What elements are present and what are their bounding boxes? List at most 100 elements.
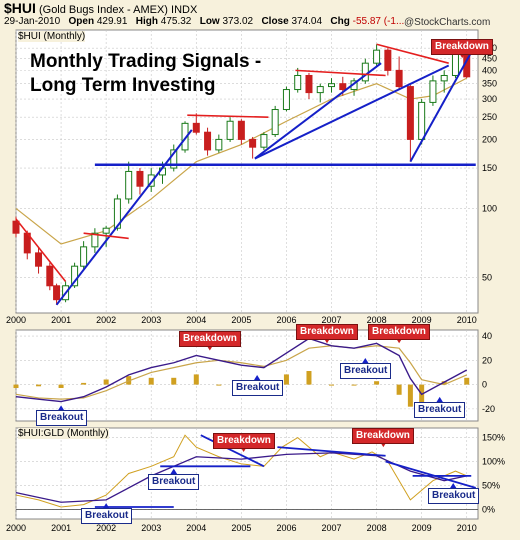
candle-body bbox=[418, 101, 426, 140]
x-tick-label: 2002 bbox=[96, 315, 116, 325]
macd-histogram-bar bbox=[283, 374, 289, 385]
macd-breakdown-callout: Breakdown bbox=[296, 324, 358, 340]
x-tick-label: 2003 bbox=[141, 523, 161, 533]
y-tick-label: 100% bbox=[482, 457, 505, 467]
high-value: 475.32 bbox=[160, 16, 192, 27]
chg-value: -55.87 (-1... bbox=[352, 16, 405, 27]
candle-body bbox=[294, 74, 302, 91]
resistance-line bbox=[295, 69, 386, 77]
title-line-1: Monthly Trading Signals - bbox=[30, 51, 262, 72]
candle-body bbox=[305, 74, 313, 94]
index-tag: INDX bbox=[171, 4, 198, 16]
macd-histogram-bar bbox=[13, 384, 19, 388]
ratio-trendline bbox=[200, 434, 265, 468]
y-tick-label: 150 bbox=[482, 163, 497, 173]
candle-body bbox=[339, 83, 347, 91]
ratio-average-line bbox=[15, 452, 467, 503]
title-line-2: Long Term Investing bbox=[30, 75, 216, 96]
close-value: 374.04 bbox=[291, 16, 323, 27]
candle-body bbox=[35, 252, 43, 267]
candle-body bbox=[282, 89, 290, 111]
quote-date: 29-Jan-2010 bbox=[4, 16, 61, 27]
y-tick-label: 100 bbox=[482, 203, 497, 213]
resistance-line bbox=[83, 232, 129, 240]
resistance-line bbox=[15, 218, 67, 283]
candle-body bbox=[91, 232, 99, 248]
panel-frame-macd bbox=[15, 329, 479, 422]
macd-histogram-bar bbox=[306, 371, 312, 385]
brand-watermark: @StockCharts.com bbox=[404, 17, 491, 28]
y-tick-label: 0% bbox=[482, 504, 495, 514]
macd-histogram-bar bbox=[81, 382, 87, 385]
candle-body bbox=[147, 174, 155, 187]
x-tick-label: 2003 bbox=[141, 315, 161, 325]
candle-body bbox=[136, 170, 144, 187]
x-tick-label: 2008 bbox=[367, 315, 387, 325]
candle-body bbox=[373, 49, 381, 64]
candle-body bbox=[429, 80, 437, 103]
macd-histogram-bar bbox=[171, 377, 177, 385]
x-tick-label: 2002 bbox=[96, 523, 116, 533]
index-name: (Gold Bugs Index - AMEX) bbox=[38, 4, 168, 16]
candle-body bbox=[53, 285, 61, 301]
macd-histogram-bar bbox=[374, 381, 380, 385]
resistance-line bbox=[376, 43, 449, 64]
chart-title: Monthly Trading Signals - Long Term Inve… bbox=[30, 50, 261, 98]
candle-body bbox=[80, 246, 88, 267]
uptrend-line bbox=[254, 64, 450, 160]
y-tick-label: 200 bbox=[482, 134, 497, 144]
x-tick-label: 2007 bbox=[322, 523, 342, 533]
macd-breakout-callout: Breakout bbox=[340, 363, 392, 379]
x-tick-label: 2000 bbox=[6, 523, 26, 533]
x-tick-label: 2006 bbox=[276, 315, 296, 325]
x-tick-label: 2007 bbox=[322, 315, 342, 325]
low-value: 373.02 bbox=[222, 16, 254, 27]
macd-histogram-bar bbox=[407, 384, 413, 407]
y-tick-label: 50% bbox=[482, 480, 500, 490]
candle-body bbox=[102, 227, 110, 234]
x-tick-label: 2001 bbox=[51, 523, 71, 533]
x-tick-label: 2010 bbox=[457, 315, 477, 325]
candle-body bbox=[249, 138, 257, 148]
candle-body bbox=[406, 86, 414, 140]
y-tick-label: 50 bbox=[482, 272, 492, 282]
x-tick-label: 2008 bbox=[367, 523, 387, 533]
candle-body bbox=[260, 134, 268, 148]
macd-histogram-bar bbox=[351, 384, 357, 386]
y-tick-label: 150% bbox=[482, 433, 505, 443]
ratio-breakout-callout: Breakout bbox=[148, 474, 200, 490]
macd-line bbox=[15, 337, 468, 403]
candle-body bbox=[440, 74, 448, 82]
candle-body bbox=[271, 109, 279, 136]
candle-body bbox=[328, 83, 336, 88]
x-tick-label: 2004 bbox=[186, 315, 206, 325]
low-label: Low bbox=[199, 16, 220, 27]
candle-body bbox=[361, 62, 369, 82]
macd-breakdown-callout: Breakdown bbox=[368, 324, 430, 340]
symbol-label: $HUI bbox=[4, 0, 36, 16]
macd-breakout-callout: Breakout bbox=[232, 380, 284, 396]
ratio-breakdown-callout: Breakdown bbox=[213, 433, 275, 449]
open-label: Open bbox=[68, 16, 95, 27]
y-tick-label: 300 bbox=[482, 94, 497, 104]
x-tick-label: 2009 bbox=[412, 315, 432, 325]
macd-histogram-bar bbox=[36, 384, 42, 387]
resistance-line bbox=[187, 114, 269, 118]
x-tick-label: 2010 bbox=[457, 523, 477, 533]
ratio-breakdown-callout: Breakdown bbox=[352, 428, 414, 444]
candle-body bbox=[12, 220, 20, 234]
x-tick-label: 2005 bbox=[231, 315, 251, 325]
y-tick-label: -20 bbox=[482, 404, 495, 414]
candle-body bbox=[237, 120, 245, 140]
candle-body bbox=[192, 122, 200, 133]
macd-breakout-callout: Breakout bbox=[36, 410, 88, 426]
macd-breakdown-callout: Breakdown bbox=[179, 331, 241, 347]
y-tick-label: 40 bbox=[482, 331, 492, 341]
y-tick-label: 350 bbox=[482, 79, 497, 89]
uptrend-line bbox=[409, 43, 477, 163]
macd-histogram-bar bbox=[193, 374, 199, 385]
ratio-breakout-callout: Breakout bbox=[428, 488, 480, 504]
x-tick-label: 2000 bbox=[6, 315, 26, 325]
candle-body bbox=[181, 122, 189, 151]
x-tick-label: 2004 bbox=[186, 523, 206, 533]
